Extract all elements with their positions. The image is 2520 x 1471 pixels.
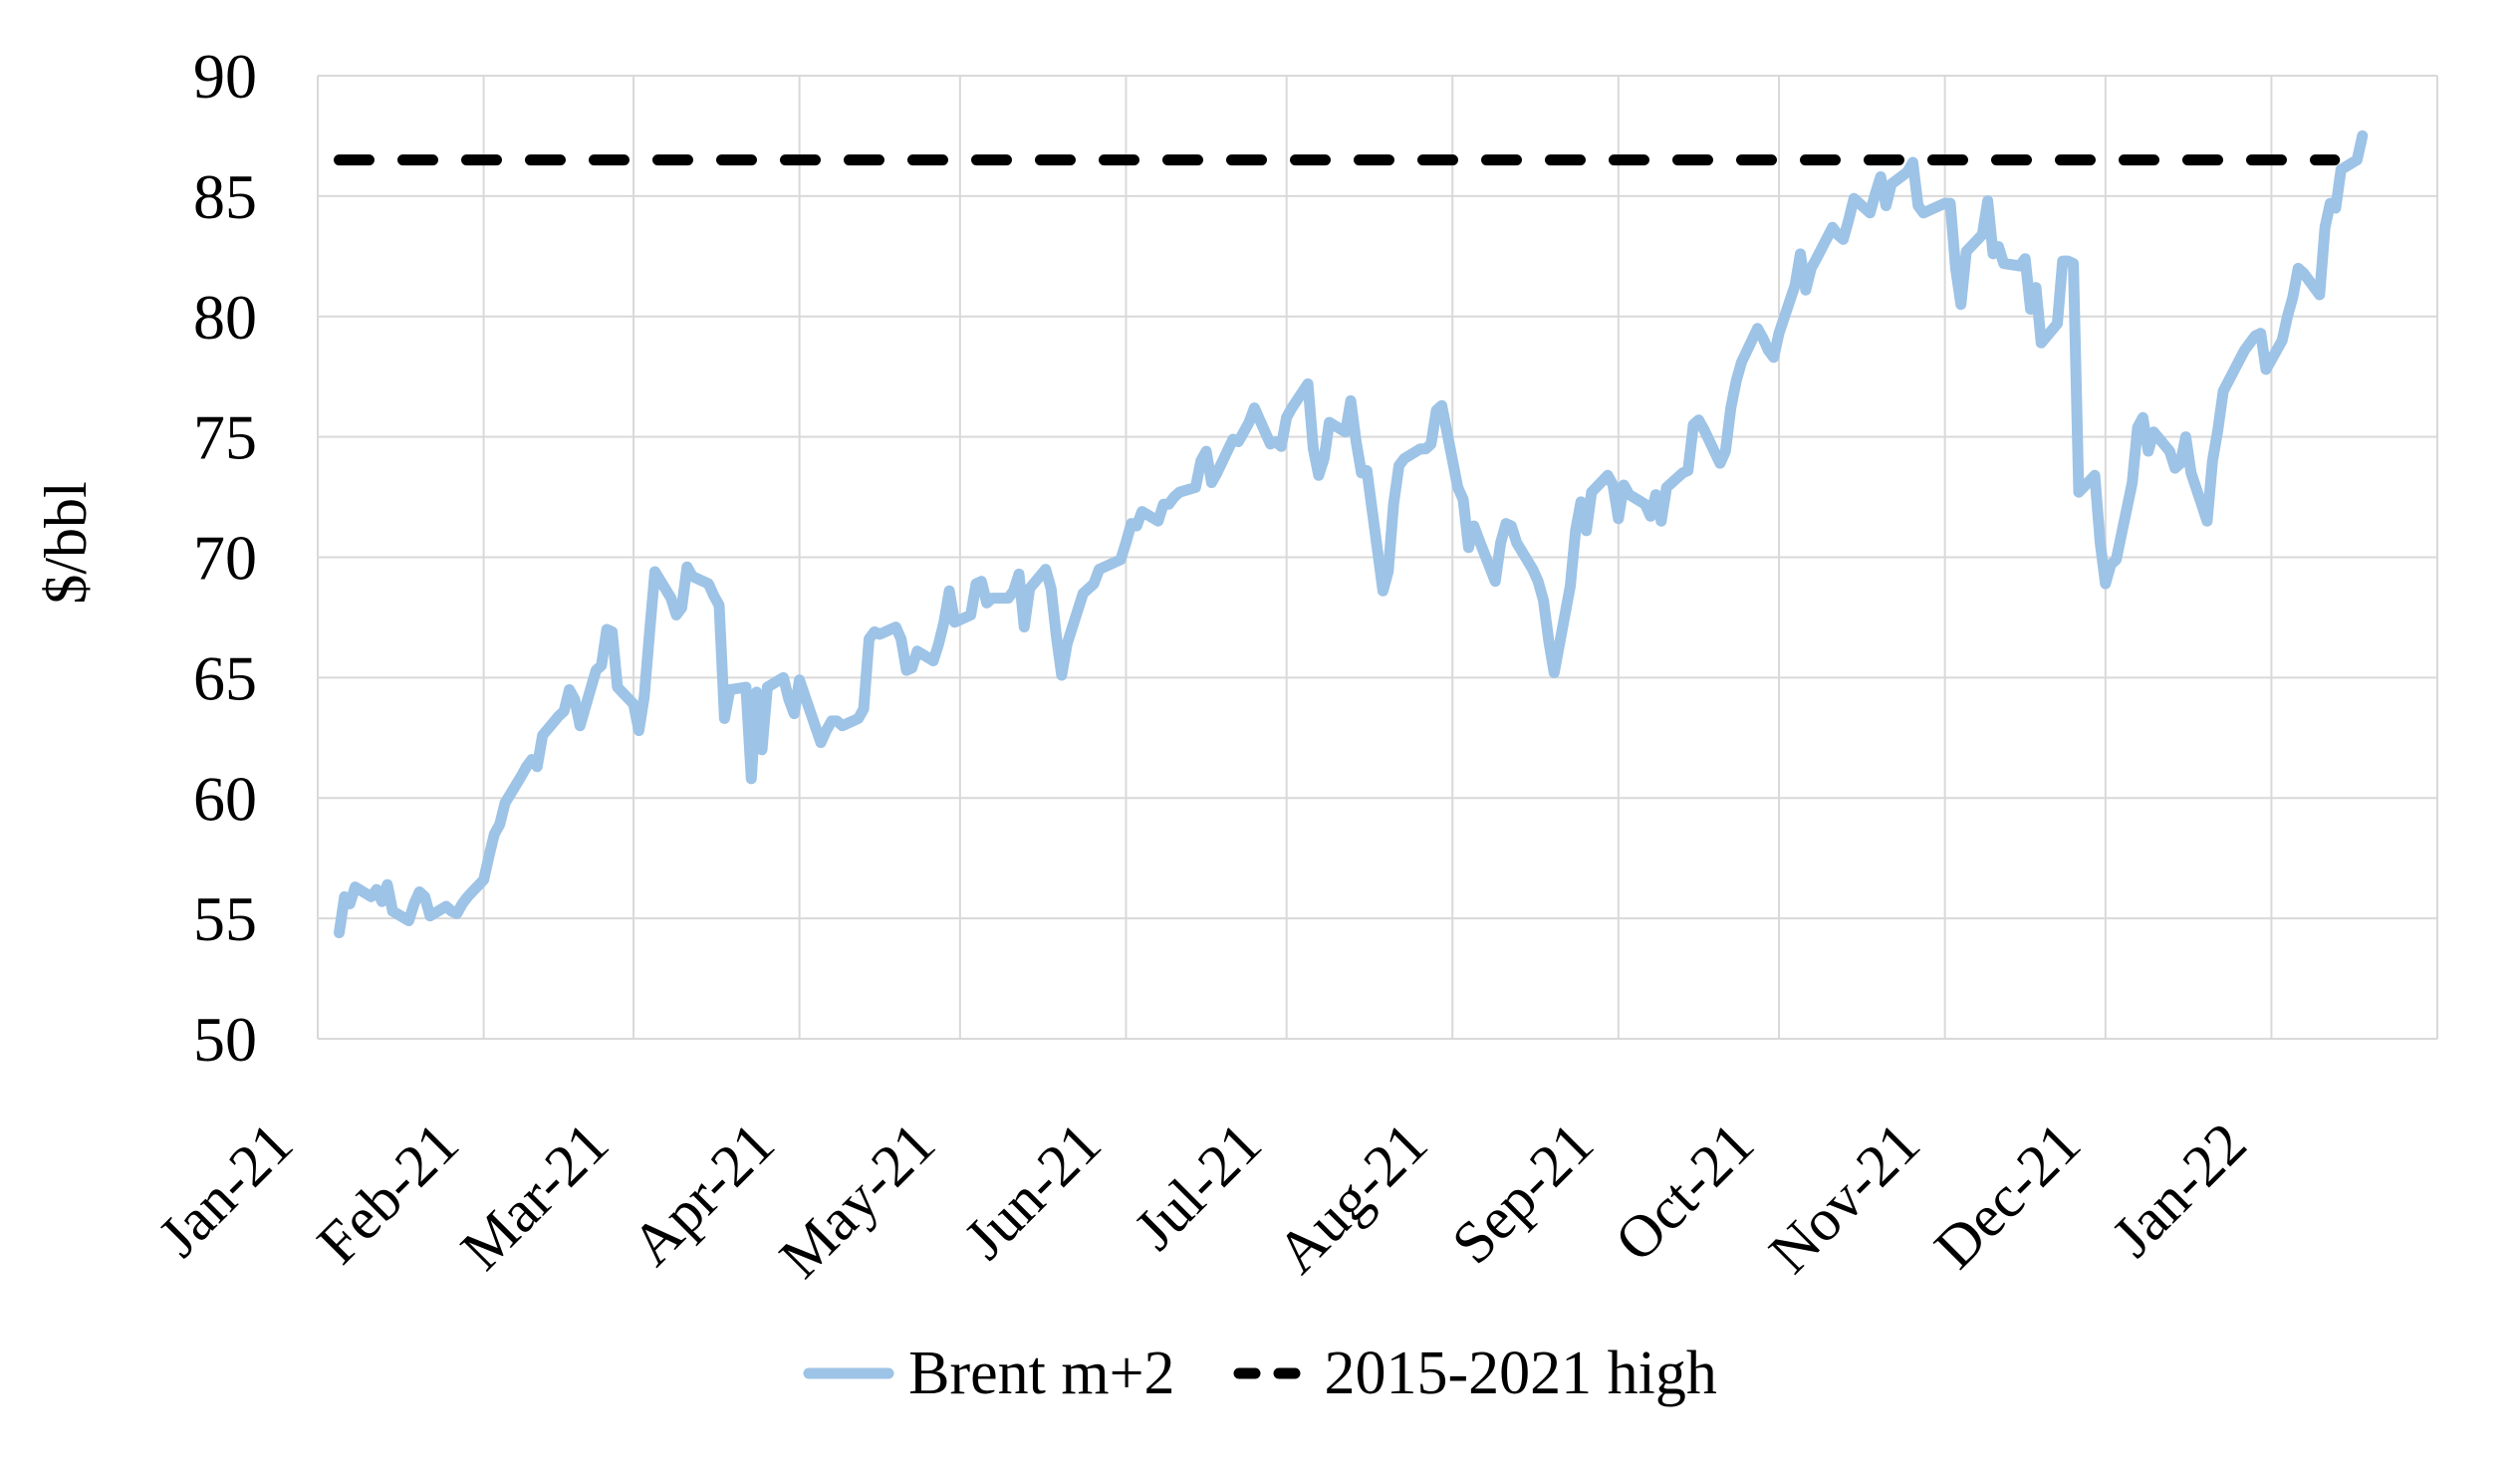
x-axis-tick-label: Feb-21 <box>305 1110 471 1277</box>
x-axis-tick-label: Jan-21 <box>145 1110 305 1270</box>
x-axis-tick-label: May-21 <box>767 1110 947 1291</box>
high-dash-swatch-icon <box>1233 1367 1311 1379</box>
y-axis-tick-label: 75 <box>193 402 257 473</box>
y-axis-tick-label: 60 <box>193 763 257 834</box>
y-axis-tick-label: 70 <box>193 523 257 594</box>
y-axis-tick-label: 90 <box>193 41 257 112</box>
x-axis-tick-label: Oct-21 <box>1603 1110 1766 1274</box>
legend-item-2015-2021-high: 2015-2021 high <box>1231 1343 1717 1404</box>
legend-label-brent-m2: Brent m+2 <box>908 1340 1175 1407</box>
y-axis-tick-label: 50 <box>193 1004 257 1075</box>
x-axis-tick-label: Apr-21 <box>619 1110 786 1278</box>
x-axis-tick-label: Nov-21 <box>1757 1110 1932 1286</box>
axis-labels: 50 55 60 65 70 75 80 85 90 Jan-21 Feb-21Mar-21Apr-… <box>145 41 2258 1291</box>
legend-label-2015-2021-high: 2015-2021 high <box>1324 1340 1717 1407</box>
x-axis-tick-label: Jun-21 <box>951 1110 1113 1272</box>
x-axis-tick-label: Sep-21 <box>1439 1110 1606 1277</box>
data-series <box>333 129 2369 939</box>
brent-m2-line-series <box>334 129 2369 939</box>
y-axis-tick-label: 55 <box>193 883 257 954</box>
y-axis-tick-label: 85 <box>193 161 257 232</box>
y-axis-tick-label: 65 <box>193 642 257 713</box>
x-axis-tick-label: Aug-21 <box>1264 1110 1439 1286</box>
x-axis-tick-label: Jul-21 <box>1122 1110 1274 1263</box>
x-axis-tick-label: Dec-21 <box>1921 1110 2093 1282</box>
legend: Brent m+2 2015-2021 high <box>0 1343 2520 1404</box>
gridlines <box>317 75 2438 1040</box>
brent-line-swatch-icon <box>803 1367 894 1379</box>
legend-item-brent-m2: Brent m+2 <box>803 1340 1175 1407</box>
x-axis-tick-label: Jan-22 <box>2100 1110 2259 1270</box>
x-axis-tick-label: Mar-21 <box>448 1110 621 1283</box>
y-axis-tick-label: 80 <box>193 282 257 353</box>
y-axis-title: $/bbl <box>33 481 99 604</box>
